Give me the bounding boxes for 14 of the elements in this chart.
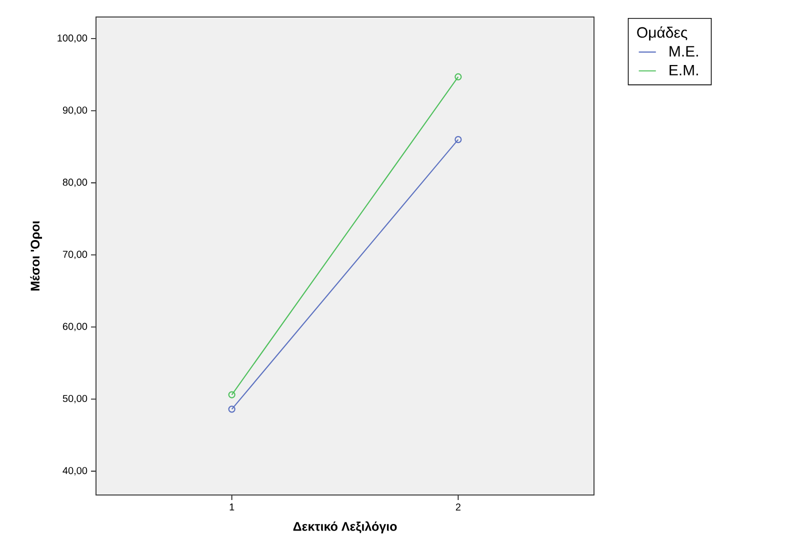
y-tick-label: 40,00 [62, 467, 88, 476]
y-tick-label: 50,00 [62, 394, 88, 404]
x-tick-label: 1 [230, 504, 234, 510]
legend-label: Ε.Μ. [670, 64, 698, 76]
y-tick-label: 60,00 [62, 322, 88, 332]
x-axis-title: Δεκτικό Λεξιλόγιο [293, 521, 397, 534]
y-tick-label: 100,00 [58, 34, 88, 43]
y-tick-label: 90,00 [62, 106, 88, 115]
y-tick-label: 80,00 [62, 178, 88, 187]
legend-label: Μ.Ε. [670, 46, 698, 56]
legend-title: Ομάδες [637, 26, 688, 41]
y-tick-label: 70,00 [62, 250, 88, 260]
y-axis-title: Μέσοι 'Οροι [30, 221, 42, 291]
x-tick-label: 2 [456, 504, 460, 510]
